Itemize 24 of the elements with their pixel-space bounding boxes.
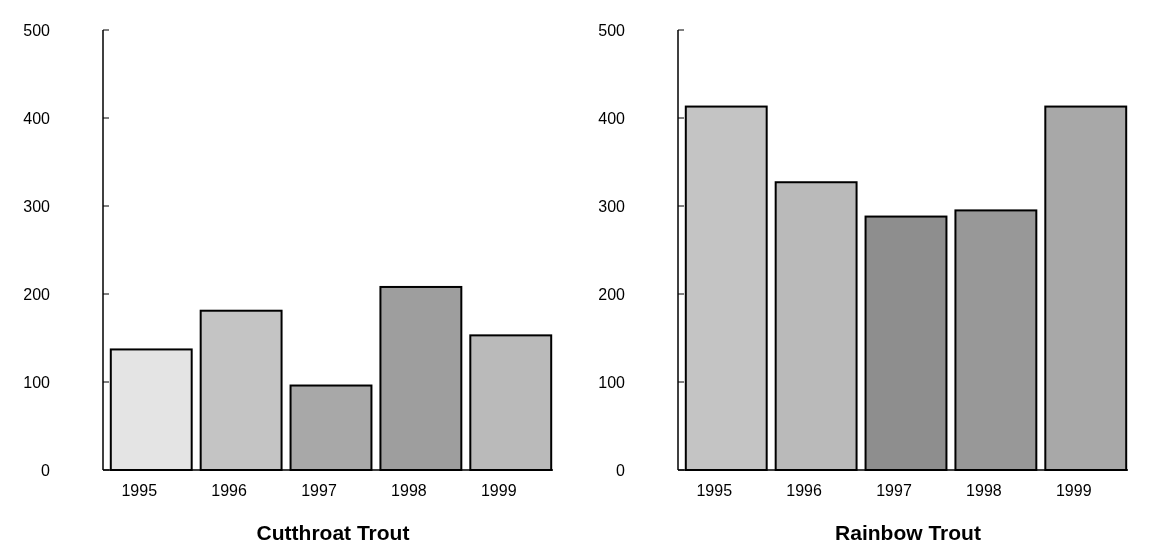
x-tick-label: 1996 — [211, 482, 248, 499]
y-tick-label: 0 — [41, 461, 51, 479]
y-tick-label: 0 — [616, 461, 626, 479]
x-tick-label: 1995 — [121, 482, 158, 499]
y-tick-label: 100 — [598, 373, 626, 391]
y-tick-label: 200 — [598, 285, 626, 303]
y-tick-label: 300 — [598, 197, 626, 215]
x-tick-label: 1996 — [786, 482, 823, 499]
x-tick-label: 1998 — [391, 482, 427, 499]
y-tick-label: 100 — [23, 373, 51, 391]
text: Cutthroat Trout — [256, 521, 410, 544]
x-tick-label: 1997 — [876, 482, 912, 499]
y-tick-label: 200 — [23, 285, 51, 303]
x-tick-label: 1997 — [301, 482, 337, 499]
y-tick-label: 300 — [23, 197, 51, 215]
y-tick-label: 400 — [23, 109, 51, 127]
y-tick-label: 400 — [598, 109, 626, 127]
y-tick-label: 500 — [598, 21, 626, 39]
x-tick-label: 1995 — [696, 482, 733, 499]
x-tick-label: 1999 — [1055, 482, 1092, 499]
x-tick-label: 1999 — [480, 482, 517, 499]
text: Rainbow Trout — [835, 521, 981, 544]
x-tick-label: 1998 — [966, 482, 1002, 499]
y-tick-label: 500 — [23, 21, 51, 39]
